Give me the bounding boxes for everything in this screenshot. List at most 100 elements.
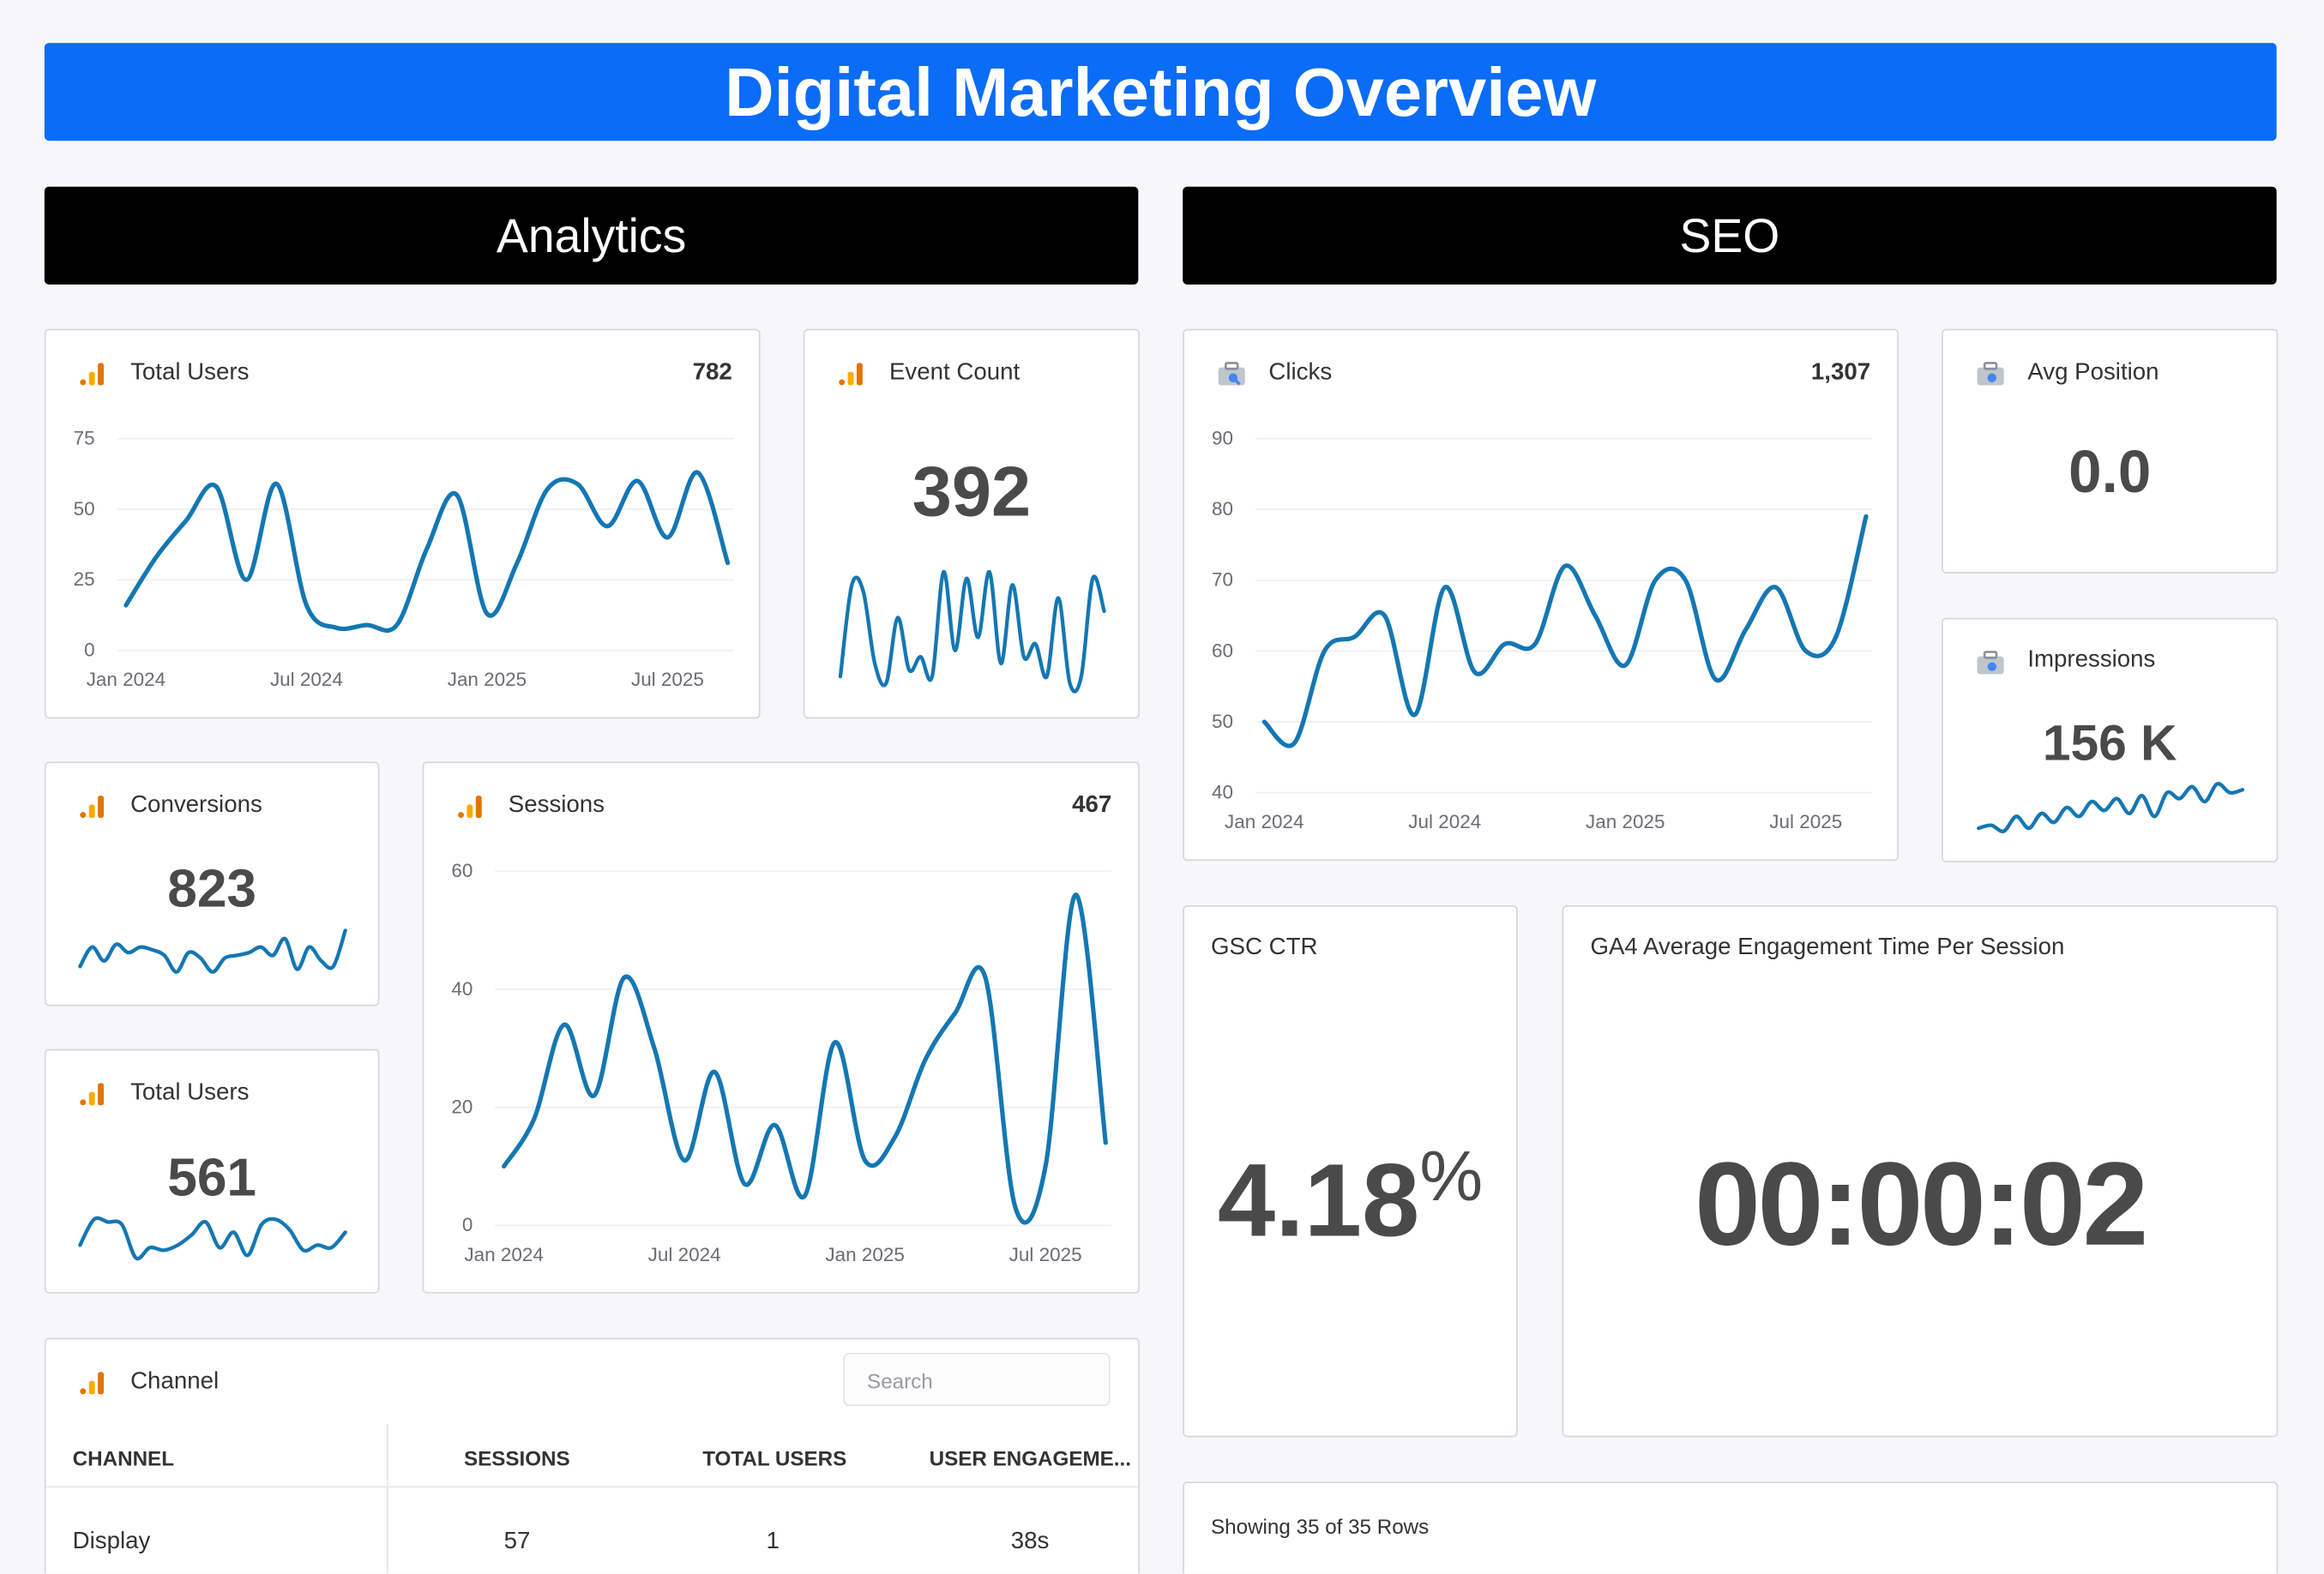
y-tick-label: 20 <box>451 1096 473 1118</box>
widget-title: GSC CTR <box>1211 934 1318 960</box>
table-title: Channel <box>130 1368 220 1395</box>
widget-card: GSC CTR 4.18% <box>1183 904 1518 1438</box>
data-line <box>502 892 1108 1225</box>
y-tick-label: 90 <box>1212 427 1233 448</box>
widget-card: Event Count 392 <box>803 328 1141 719</box>
widget-card: Total Users 561 <box>44 1048 380 1294</box>
gsc-icon <box>1977 362 2004 386</box>
ga-icon <box>80 1083 104 1106</box>
x-tick-label: Jan 2024 <box>87 669 166 690</box>
table-cell: Display <box>72 1529 151 1554</box>
kpi-value: 0.0 <box>2068 440 2152 506</box>
y-tick-label: 70 <box>1212 569 1233 591</box>
gsc-icon <box>1977 651 2004 675</box>
chart: 40 50 60 70 80 90 Jan 2024 Jul 2024 Jan 2025 Jul … <box>1212 427 1872 832</box>
kpi-value: 392 <box>912 453 1032 532</box>
ga-icon <box>458 796 482 819</box>
kpi-value: 823 <box>167 857 257 919</box>
y-tick-label: 50 <box>1212 711 1233 732</box>
widget-title: Event Count <box>888 359 1021 386</box>
row-divider <box>45 1486 1139 1488</box>
widget-title: Avg Position <box>2027 359 2159 386</box>
widget-title: GA4 Average Engagement Time Per Session <box>1590 934 2065 960</box>
table-cell: 57 <box>503 1529 531 1554</box>
sparkline <box>78 928 347 974</box>
table-caption: Showing 35 of 35 Rows <box>1211 1514 1430 1538</box>
data-line <box>1261 514 1869 748</box>
ga-icon <box>80 796 104 819</box>
gsc-icon <box>1218 362 1245 386</box>
y-tick-label: 60 <box>1212 640 1233 661</box>
y-tick-label: 40 <box>451 978 473 1000</box>
sparkline <box>78 1216 347 1261</box>
x-tick-label: Jul 2025 <box>631 669 704 690</box>
table-cell: 1 <box>766 1529 780 1554</box>
header-title: Digital Marketing Overview <box>725 53 1597 131</box>
x-tick-label: Jul 2024 <box>648 1244 721 1265</box>
kpi-value: 561 <box>167 1146 257 1208</box>
search-placeholder: Search <box>867 1368 933 1393</box>
ga-icon <box>80 1372 104 1395</box>
y-tick-label: 0 <box>84 640 95 661</box>
column-header[interactable]: CHANNEL <box>72 1445 174 1470</box>
section-title: Analytics <box>496 207 687 262</box>
section-bar: SEO <box>1183 186 2277 285</box>
data-line <box>123 470 731 634</box>
widget-total: 467 <box>1072 792 1112 819</box>
table-cell: 38s <box>1010 1529 1050 1554</box>
y-tick-label: 75 <box>74 427 95 448</box>
header-banner: Digital Marketing Overview <box>44 43 2277 141</box>
y-tick-label: 0 <box>462 1214 473 1235</box>
widget-title: Conversions <box>130 792 262 819</box>
widget-card: 40 50 60 70 80 90 Jan 2024 Jul 2024 Jan 2025 Jul … <box>1183 328 1899 862</box>
chart <box>78 1216 347 1261</box>
y-tick-label: 25 <box>74 568 95 590</box>
x-tick-label: Jan 2025 <box>1586 811 1665 832</box>
widget-title: Total Users <box>130 1079 250 1106</box>
y-tick-label: 50 <box>74 498 95 520</box>
kpi-value: 156 K <box>2042 715 2177 772</box>
x-tick-label: Jan 2025 <box>825 1244 904 1265</box>
sparkline <box>838 569 1106 694</box>
x-tick-label: Jan 2025 <box>448 669 527 690</box>
x-tick-label: Jan 2024 <box>1225 811 1303 832</box>
y-tick-label: 40 <box>1212 782 1233 803</box>
table-card: Showing 35 of 35 Rows <box>1183 1481 2279 1574</box>
ga-icon <box>839 363 863 386</box>
ga-icon <box>80 363 104 386</box>
x-tick-label: Jul 2024 <box>1408 811 1481 832</box>
y-tick-label: 60 <box>451 860 473 881</box>
widget-card: Conversions 823 <box>44 761 380 1006</box>
y-tick-label: 80 <box>1212 498 1233 520</box>
column-divider <box>387 1423 388 1574</box>
x-tick-label: Jul 2025 <box>1769 811 1842 832</box>
kpi-unit: % <box>1419 1138 1484 1217</box>
widget-total: 1,307 <box>1810 359 1871 386</box>
widget-title: Clicks <box>1268 359 1333 386</box>
column-header[interactable]: TOTAL USERS <box>702 1445 847 1470</box>
column-header[interactable]: USER ENGAGEME... <box>929 1445 1131 1470</box>
x-tick-label: Jul 2024 <box>270 669 343 690</box>
chart <box>78 928 347 974</box>
widget-card: 0 25 50 75 Jan 2024 Jul 2024 Jan 2025 Jul 2025 … <box>44 328 761 719</box>
x-tick-label: Jan 2024 <box>464 1244 543 1265</box>
sparkline <box>1977 782 2245 833</box>
column-header[interactable]: SESSIONS <box>463 1445 570 1470</box>
widget-card: GA4 Average Engagement Time Per Session … <box>1562 904 2279 1438</box>
widget-card: Impressions 156 K <box>1942 617 2279 862</box>
chart <box>1977 782 2245 833</box>
widget-card: Avg Position 0.0 <box>1942 328 2279 574</box>
section-bar: Analytics <box>44 186 1139 285</box>
chart: 0 25 50 75 Jan 2024 Jul 2024 Jan 2025 Jul 2025 <box>74 427 734 690</box>
widget-total: 782 <box>692 359 732 386</box>
section-title: SEO <box>1679 207 1780 262</box>
search-box[interactable]: Search <box>843 1352 1111 1407</box>
widget-card: 0 20 40 60 Jan 2024 Jul 2024 Jan 2025 Jul 2025 … <box>422 761 1141 1294</box>
chart <box>838 569 1106 694</box>
chart: 0 20 40 60 Jan 2024 Jul 2024 Jan 2025 Jul 2025 <box>451 860 1112 1265</box>
widget-title: Total Users <box>130 359 250 386</box>
widget-title: Impressions <box>2027 647 2156 673</box>
widget-title: Sessions <box>508 792 605 819</box>
